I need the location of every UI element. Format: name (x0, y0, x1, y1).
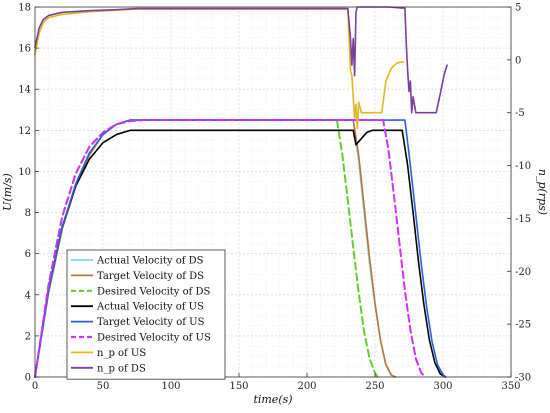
legend-label-4: Target Velocity of US (97, 317, 205, 328)
legend-label-5: Desired Velocity of US (97, 333, 211, 344)
y-left-tick-label: 16 (18, 44, 31, 55)
x-tick-label: 200 (297, 381, 316, 392)
y-left-tick-label: 4 (25, 290, 31, 301)
y-right-tick-label: -30 (515, 373, 531, 384)
legend-label-2: Desired Velocity of DS (97, 286, 211, 297)
y-right-tick-label: 0 (515, 55, 521, 66)
y-right-tick-label: -10 (515, 161, 531, 172)
x-tick-label: 250 (365, 381, 384, 392)
legend-label-0: Actual Velocity of DS (96, 256, 204, 267)
y-left-tick-label: 0 (25, 373, 31, 384)
legend-label-1: Target Velocity of DS (97, 271, 204, 282)
x-tick-label: 100 (161, 381, 180, 392)
legend-label-6: n_p of US (97, 348, 146, 359)
y-left-tick-label: 2 (25, 331, 31, 342)
series-line-5 (34, 119, 427, 378)
x-tick-label: 50 (97, 381, 110, 392)
legend-box (66, 249, 226, 380)
series-line-7 (34, 6, 448, 114)
y-left-tick-label: 18 (18, 3, 31, 14)
y-left-tick-label: 6 (25, 249, 31, 260)
series-line-4 (34, 119, 447, 378)
x-tick-label: 350 (501, 381, 520, 392)
series-line-3 (34, 129, 447, 378)
y-right-tick-label: -20 (515, 267, 531, 278)
series-line-6 (34, 8, 405, 130)
x-tick-label: 0 (32, 381, 38, 392)
y-left-tick-label: 14 (18, 85, 31, 96)
x-tick-label: 300 (433, 381, 452, 392)
legend: Actual Velocity of DS Target Velocity of … (66, 249, 226, 380)
plot-frame (34, 6, 512, 378)
legend-label-7: n_p of DS (97, 363, 146, 374)
y-right-tick-label: 5 (515, 3, 521, 14)
tick-labels: 0 50 100 150 200 250 300 350024681012141618-30-… (18, 3, 531, 393)
y-right-tick-label: -5 (515, 108, 525, 119)
legend-label-3: Actual Velocity of US (96, 302, 204, 313)
y-right-tick-label: -25 (515, 320, 531, 331)
y-axis-right-label: n_p(rps) (536, 169, 549, 215)
x-axis-label: time(s) (253, 393, 292, 406)
y-left-tick-label: 10 (18, 167, 31, 178)
x-tick-label: 150 (229, 381, 248, 392)
y-axis-left-label: U(m/s) (1, 173, 14, 211)
y-left-tick-label: 8 (25, 208, 31, 219)
y-right-tick-label: -15 (515, 214, 531, 225)
y-left-tick-label: 12 (18, 126, 31, 137)
